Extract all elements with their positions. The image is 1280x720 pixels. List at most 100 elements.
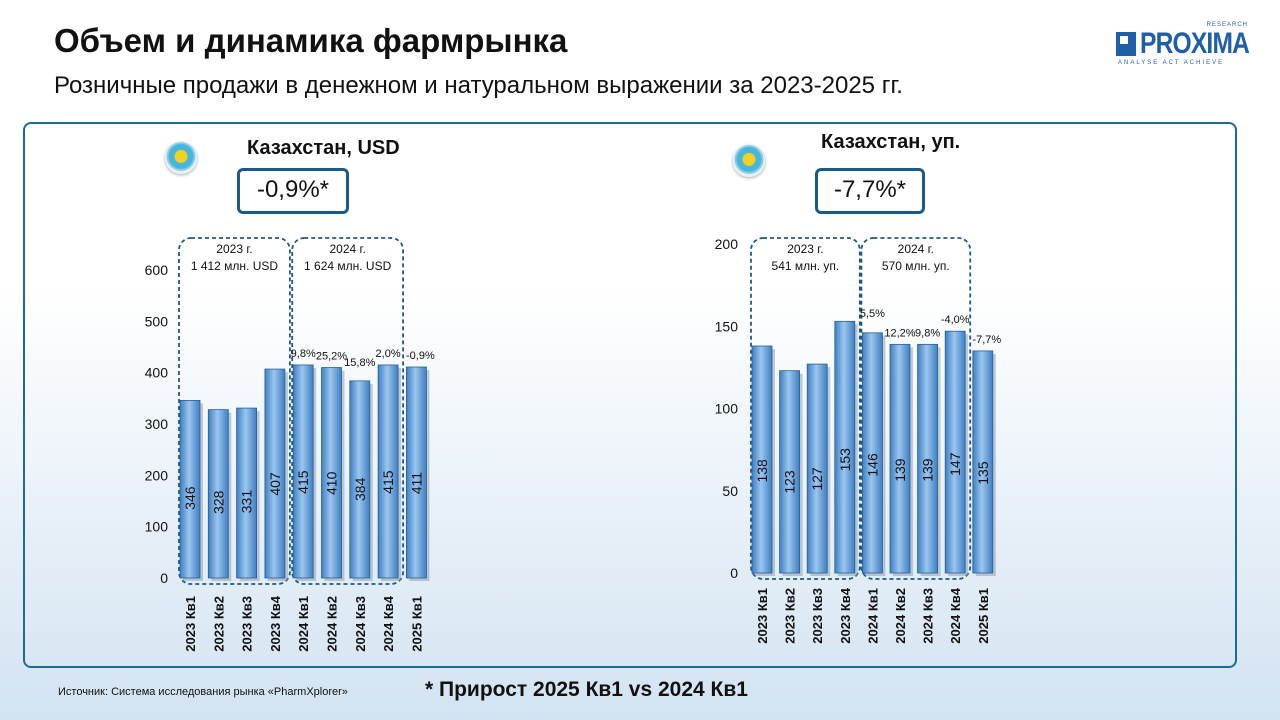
y-tick-label: 200 bbox=[715, 236, 739, 252]
bar-value-label: 138 bbox=[754, 459, 770, 483]
bar-value-label: 331 bbox=[239, 490, 255, 514]
group-box bbox=[750, 237, 861, 580]
bar bbox=[207, 409, 229, 579]
group-label: 570 млн. уп. bbox=[882, 259, 950, 273]
bar bbox=[834, 320, 856, 574]
y-tick-label: 150 bbox=[715, 318, 739, 334]
kazakhstan-flag-icon bbox=[733, 145, 765, 177]
bar-value-label: 127 bbox=[809, 467, 825, 491]
footnote: * Прирост 2025 Кв1 vs 2024 Кв1 bbox=[425, 678, 748, 701]
growth-label: 25,2% bbox=[316, 351, 347, 363]
charts-panel bbox=[23, 122, 1237, 668]
y-tick-label: 50 bbox=[722, 483, 738, 499]
bar bbox=[292, 364, 314, 579]
bar-value-label: 135 bbox=[975, 461, 991, 485]
group-label: 2024 г. bbox=[330, 242, 366, 256]
y-tick-label: 400 bbox=[145, 365, 169, 381]
y-tick-label: 500 bbox=[145, 313, 169, 329]
page-title: Объем и динамика фармрынка bbox=[54, 22, 568, 59]
category-label: 2024 Кв4 bbox=[948, 587, 963, 643]
page-subtitle: Розничные продажи в денежном и натуральн… bbox=[54, 72, 903, 99]
group-label: 2023 г. bbox=[787, 242, 823, 256]
category-label: 2023 Кв3 bbox=[810, 588, 825, 644]
category-label: 2023 Кв4 bbox=[838, 587, 853, 643]
bar bbox=[944, 330, 966, 574]
bar bbox=[917, 343, 938, 574]
y-tick-label: 100 bbox=[145, 519, 169, 535]
bar bbox=[377, 364, 399, 579]
group-box bbox=[291, 237, 405, 585]
bar bbox=[236, 407, 258, 579]
category-label: 2023 Кв2 bbox=[211, 596, 226, 652]
bar bbox=[751, 345, 773, 574]
logo-mark-icon bbox=[1116, 32, 1136, 56]
group-box bbox=[178, 237, 291, 585]
y-tick-label: 300 bbox=[145, 416, 169, 432]
category-label: 2023 Кв1 bbox=[183, 596, 198, 652]
bar bbox=[321, 367, 342, 579]
bar-value-label: 147 bbox=[947, 452, 963, 476]
bar-value-label: 139 bbox=[920, 458, 936, 482]
bar-value-label: 123 bbox=[782, 470, 798, 494]
category-label: 2023 Кв4 bbox=[268, 595, 283, 651]
category-label: 2024 Кв2 bbox=[325, 596, 340, 652]
chart-units-title: Казахстан, уп. bbox=[821, 131, 961, 153]
category-label: 2023 Кв3 bbox=[240, 596, 255, 652]
logo-name: PROXIMA bbox=[1140, 27, 1250, 60]
category-label: 2024 Кв3 bbox=[353, 596, 368, 652]
chart-units-growth-badge: -7,7%* bbox=[815, 168, 925, 214]
y-tick-label: 600 bbox=[145, 262, 169, 278]
y-tick-label: 100 bbox=[715, 401, 739, 417]
group-label: 2023 г. bbox=[216, 242, 252, 256]
growth-label: -0,9% bbox=[406, 350, 435, 362]
bar bbox=[889, 343, 911, 574]
proxima-logo: PROXIMA RESEARCH ANALYSE ACT ACHIEVE bbox=[1116, 22, 1256, 68]
bar-value-label: 415 bbox=[295, 470, 311, 494]
group-box bbox=[860, 237, 972, 580]
y-tick-label: 200 bbox=[145, 467, 169, 483]
category-label: 2024 Кв2 bbox=[893, 588, 908, 644]
group-label: 1 624 млн. USD bbox=[304, 259, 392, 273]
bar bbox=[179, 399, 201, 579]
source-note: Источник: Система исследования рынка «Ph… bbox=[58, 686, 348, 698]
bar bbox=[264, 368, 286, 579]
bar bbox=[349, 380, 371, 579]
bar-value-label: 384 bbox=[352, 477, 368, 501]
bar-value-label: 328 bbox=[210, 490, 226, 514]
category-label: 2023 Кв1 bbox=[755, 588, 770, 644]
growth-label: -7,7% bbox=[972, 334, 1001, 346]
category-label: 2024 Кв4 bbox=[381, 595, 396, 651]
category-label: 2023 Кв2 bbox=[783, 588, 798, 644]
bar-value-label: 411 bbox=[408, 472, 424, 495]
growth-label: 5,5% bbox=[860, 308, 885, 320]
bar-value-label: 415 bbox=[380, 470, 396, 494]
kazakhstan-flag-icon bbox=[165, 142, 197, 174]
category-label: 2025 Кв1 bbox=[976, 588, 991, 644]
bar-value-label: 139 bbox=[892, 458, 908, 482]
group-label: 2024 г. bbox=[898, 242, 934, 256]
category-label: 2024 Кв1 bbox=[865, 588, 880, 644]
bar bbox=[806, 363, 828, 574]
bar bbox=[779, 370, 800, 574]
y-tick-label: 0 bbox=[730, 565, 738, 581]
y-tick-label: 0 bbox=[160, 570, 168, 586]
chart-usd-title: Казахстан, USD bbox=[247, 137, 400, 159]
bar-value-label: 346 bbox=[182, 486, 198, 510]
growth-label: -4,0% bbox=[941, 314, 970, 326]
category-label: 2025 Кв1 bbox=[409, 596, 424, 652]
growth-label: 15,8% bbox=[344, 357, 375, 369]
growth-label: 9,8% bbox=[915, 327, 940, 339]
bar-value-label: 146 bbox=[864, 453, 880, 477]
growth-label: 9,8% bbox=[291, 348, 316, 360]
logo-research: RESEARCH bbox=[1206, 22, 1248, 28]
growth-label: 2,0% bbox=[376, 348, 401, 360]
bar-value-label: 407 bbox=[267, 472, 283, 496]
growth-label: 12,2% bbox=[884, 327, 915, 339]
chart-usd-growth-badge: -0,9%* bbox=[237, 168, 349, 214]
bar-value-label: 410 bbox=[324, 471, 340, 495]
category-label: 2024 Кв1 bbox=[296, 596, 311, 652]
bar bbox=[972, 350, 994, 574]
logo-tagline: ANALYSE ACT ACHIEVE bbox=[1118, 60, 1225, 66]
